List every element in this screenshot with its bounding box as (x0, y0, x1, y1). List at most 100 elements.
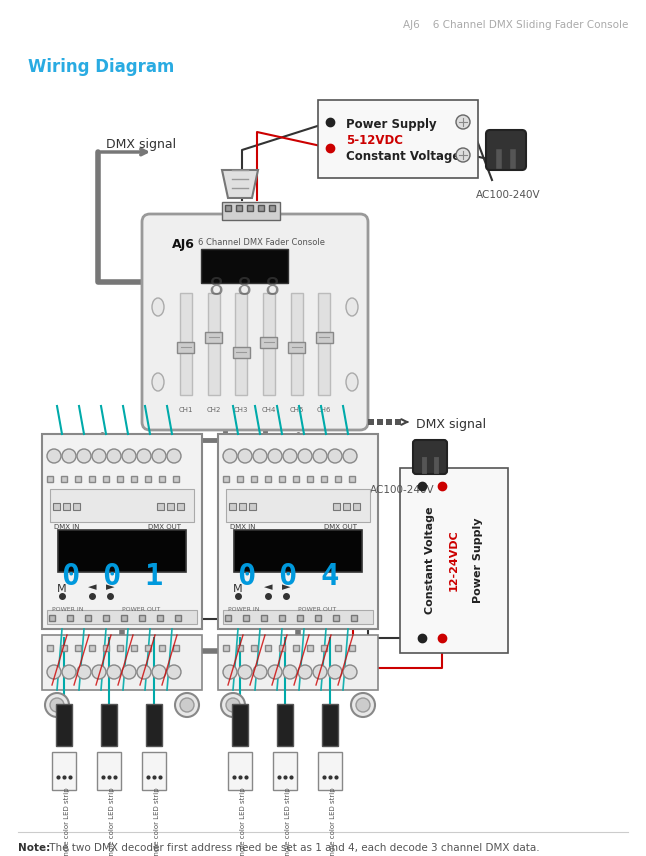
Circle shape (298, 449, 312, 463)
Circle shape (268, 449, 282, 463)
Text: 4: 4 (320, 562, 339, 591)
FancyBboxPatch shape (226, 489, 370, 522)
Text: Single color LED strip: Single color LED strip (330, 788, 336, 856)
Circle shape (180, 698, 194, 712)
FancyBboxPatch shape (249, 503, 256, 510)
FancyBboxPatch shape (233, 347, 249, 358)
FancyBboxPatch shape (56, 704, 72, 746)
Text: 8: 8 (264, 276, 280, 300)
FancyBboxPatch shape (368, 419, 374, 425)
FancyBboxPatch shape (239, 503, 246, 510)
Text: 8: 8 (209, 276, 224, 300)
FancyBboxPatch shape (42, 635, 202, 690)
Circle shape (343, 665, 357, 679)
Circle shape (122, 449, 136, 463)
Text: Constant Voltage: Constant Voltage (425, 507, 435, 615)
FancyBboxPatch shape (201, 249, 288, 283)
Text: Note:: Note: (18, 843, 50, 853)
Circle shape (45, 693, 69, 717)
Circle shape (107, 449, 121, 463)
Text: M: M (233, 584, 243, 594)
Text: Power Supply: Power Supply (346, 118, 437, 131)
Text: ◄: ◄ (264, 582, 272, 592)
Circle shape (298, 665, 312, 679)
FancyBboxPatch shape (180, 293, 192, 395)
Text: Wiring Diagram: Wiring Diagram (28, 58, 174, 76)
Polygon shape (222, 170, 258, 198)
Circle shape (137, 665, 151, 679)
Circle shape (223, 665, 237, 679)
Text: Single color LED strip: Single color LED strip (240, 788, 246, 856)
Ellipse shape (346, 373, 358, 391)
FancyBboxPatch shape (318, 100, 478, 178)
FancyBboxPatch shape (142, 752, 166, 790)
FancyBboxPatch shape (146, 704, 162, 746)
FancyBboxPatch shape (177, 503, 184, 510)
Text: ◄: ◄ (88, 582, 96, 592)
FancyBboxPatch shape (263, 293, 275, 395)
Circle shape (221, 693, 245, 717)
Text: DMX IN: DMX IN (54, 524, 79, 530)
FancyBboxPatch shape (386, 419, 392, 425)
Circle shape (47, 449, 61, 463)
FancyBboxPatch shape (235, 293, 247, 395)
FancyBboxPatch shape (413, 440, 447, 474)
Text: DMX signal: DMX signal (106, 138, 176, 151)
Text: POWER IN: POWER IN (228, 607, 260, 612)
FancyBboxPatch shape (207, 293, 220, 395)
Circle shape (456, 148, 470, 162)
Circle shape (152, 449, 166, 463)
Text: 0: 0 (103, 562, 121, 591)
Text: CH1: CH1 (178, 407, 193, 413)
Circle shape (313, 665, 327, 679)
Text: ►: ► (282, 582, 290, 592)
Text: CH5: CH5 (289, 407, 304, 413)
Text: AJ6: AJ6 (172, 238, 195, 251)
FancyBboxPatch shape (157, 503, 164, 510)
FancyBboxPatch shape (333, 503, 340, 510)
FancyBboxPatch shape (288, 342, 305, 353)
Circle shape (92, 449, 106, 463)
FancyBboxPatch shape (142, 214, 368, 430)
Text: CH4: CH4 (262, 407, 276, 413)
FancyBboxPatch shape (178, 342, 194, 353)
FancyBboxPatch shape (167, 503, 174, 510)
Circle shape (268, 665, 282, 679)
FancyBboxPatch shape (377, 419, 383, 425)
Circle shape (50, 698, 64, 712)
Text: DMX OUT: DMX OUT (324, 524, 357, 530)
FancyBboxPatch shape (223, 610, 373, 624)
Circle shape (343, 449, 357, 463)
Text: 1: 1 (144, 562, 162, 591)
Circle shape (137, 449, 151, 463)
FancyBboxPatch shape (47, 610, 197, 624)
Circle shape (122, 665, 136, 679)
Text: 0: 0 (61, 562, 79, 591)
Circle shape (328, 665, 342, 679)
Text: AC100-240V: AC100-240V (370, 485, 435, 495)
Circle shape (356, 698, 370, 712)
Circle shape (253, 449, 267, 463)
Text: Single color LED strip: Single color LED strip (154, 788, 160, 856)
FancyBboxPatch shape (218, 635, 378, 690)
Circle shape (283, 449, 297, 463)
FancyBboxPatch shape (353, 503, 360, 510)
Text: The two DMX decoder first address need be set as 1 and 4, each decode 3 channel : The two DMX decoder first address need b… (46, 843, 539, 853)
FancyBboxPatch shape (486, 130, 526, 170)
FancyBboxPatch shape (229, 503, 236, 510)
Text: DMX signal: DMX signal (416, 418, 486, 431)
Circle shape (253, 665, 267, 679)
Circle shape (313, 449, 327, 463)
Circle shape (226, 698, 240, 712)
FancyBboxPatch shape (97, 752, 121, 790)
Text: 8: 8 (236, 276, 251, 300)
Text: 0: 0 (278, 562, 297, 591)
Text: Single color LED strip: Single color LED strip (109, 788, 115, 856)
Circle shape (62, 449, 76, 463)
Text: Power Supply: Power Supply (473, 518, 483, 603)
Text: 0: 0 (237, 562, 255, 591)
Circle shape (238, 665, 252, 679)
Circle shape (152, 665, 166, 679)
Circle shape (175, 693, 199, 717)
Text: POWER IN: POWER IN (52, 607, 83, 612)
